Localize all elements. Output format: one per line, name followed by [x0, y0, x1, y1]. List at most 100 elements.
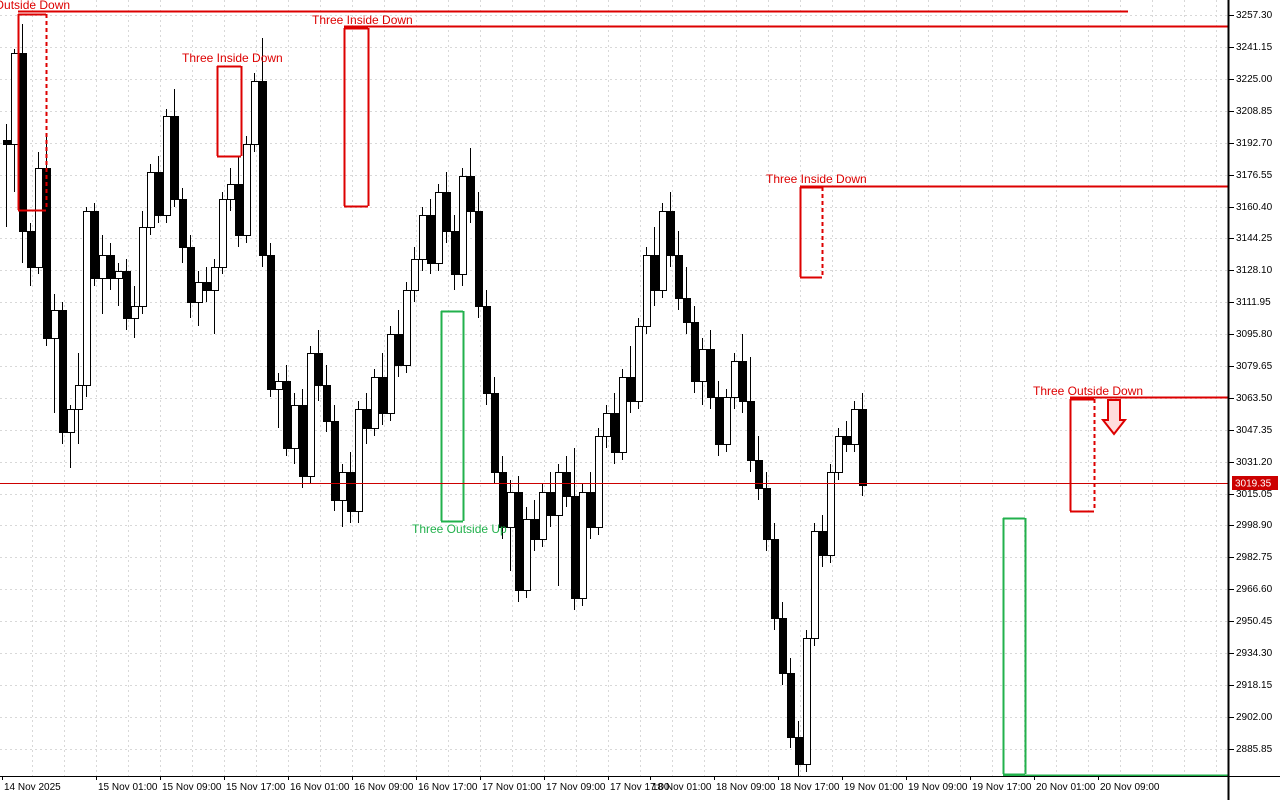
- candle[interactable]: [139, 211, 147, 314]
- candle[interactable]: [723, 389, 731, 452]
- price-axis[interactable]: 3257.30 3241.15 3225.00 3208.85 3192.70 3176.…: [1228, 10, 1273, 755]
- price-tick-label[interactable]: 3128.10: [1236, 265, 1273, 276]
- price-tick-label[interactable]: 3192.70: [1236, 138, 1273, 149]
- price-tick-label[interactable]: 2950.45: [1236, 616, 1273, 627]
- price-tick-label[interactable]: 3257.30: [1236, 10, 1273, 21]
- price-tick-label[interactable]: 2982.75: [1236, 552, 1273, 563]
- candle[interactable]: [187, 235, 195, 318]
- candle[interactable]: [75, 353, 83, 444]
- candle[interactable]: [131, 286, 139, 338]
- candle[interactable]: [467, 148, 475, 223]
- candle[interactable]: [715, 381, 723, 456]
- candle[interactable]: [315, 330, 323, 401]
- candle[interactable]: [491, 377, 499, 484]
- candle[interactable]: [755, 436, 763, 500]
- candle[interactable]: [507, 480, 515, 571]
- price-tick-label[interactable]: 2966.60: [1236, 584, 1273, 595]
- candle[interactable]: [483, 290, 491, 405]
- price-tick-label[interactable]: 3047.35: [1236, 425, 1273, 436]
- candle[interactable]: [531, 500, 539, 551]
- candle[interactable]: [595, 428, 603, 535]
- price-tick-label[interactable]: 3241.15: [1236, 42, 1273, 53]
- time-tick-label[interactable]: 15 Nov 01:00: [98, 782, 158, 793]
- candle[interactable]: [219, 192, 227, 274]
- candle[interactable]: [155, 156, 163, 223]
- candle[interactable]: [635, 318, 643, 409]
- candle[interactable]: [35, 152, 43, 274]
- candle[interactable]: [795, 721, 803, 776]
- candle[interactable]: [515, 476, 523, 602]
- candle[interactable]: [267, 243, 275, 397]
- candle[interactable]: [243, 136, 251, 243]
- candle[interactable]: [771, 523, 779, 630]
- candle[interactable]: [251, 73, 259, 152]
- pattern-annotation[interactable]: Three Inside Down: [766, 172, 1228, 279]
- candle[interactable]: [859, 393, 867, 496]
- candle[interactable]: [307, 346, 315, 484]
- candle[interactable]: [451, 215, 459, 290]
- candle[interactable]: [827, 464, 835, 563]
- candle[interactable]: [443, 172, 451, 243]
- time-tick-label[interactable]: 20 Nov 01:00: [1036, 782, 1096, 793]
- candle[interactable]: [667, 192, 675, 267]
- candle[interactable]: [91, 203, 99, 286]
- candle[interactable]: [579, 484, 587, 606]
- candle[interactable]: [427, 199, 435, 274]
- time-tick-label[interactable]: 19 Nov 17:00: [972, 782, 1032, 793]
- time-tick-label[interactable]: 17 Nov 09:00: [546, 782, 606, 793]
- candle[interactable]: [195, 271, 203, 326]
- candle[interactable]: [435, 184, 443, 271]
- candle[interactable]: [339, 464, 347, 527]
- candle[interactable]: [379, 353, 387, 425]
- candle[interactable]: [523, 507, 531, 598]
- price-tick-label[interactable]: 2902.00: [1236, 712, 1273, 723]
- candle[interactable]: [387, 326, 395, 421]
- candle[interactable]: [619, 369, 627, 460]
- candle[interactable]: [547, 472, 555, 527]
- candle[interactable]: [499, 456, 507, 539]
- candle[interactable]: [851, 401, 859, 452]
- candle[interactable]: [659, 203, 667, 298]
- candle[interactable]: [323, 365, 331, 432]
- candle[interactable]: [707, 330, 715, 409]
- price-tick-label[interactable]: 3063.50: [1236, 393, 1273, 404]
- price-tick-label[interactable]: 2918.15: [1236, 680, 1273, 691]
- candle[interactable]: [459, 168, 467, 286]
- pattern-annotation[interactable]: Three Outside Down: [0, 0, 1128, 212]
- candle[interactable]: [67, 405, 75, 468]
- candle[interactable]: [691, 306, 699, 393]
- price-tick-label[interactable]: 3144.25: [1236, 233, 1273, 244]
- price-tick-label[interactable]: 3095.80: [1236, 329, 1273, 340]
- price-tick-label[interactable]: 2934.30: [1236, 648, 1273, 659]
- candle[interactable]: [107, 243, 115, 290]
- candle[interactable]: [275, 373, 283, 428]
- candle[interactable]: [651, 227, 659, 306]
- candle[interactable]: [603, 405, 611, 448]
- candle[interactable]: [819, 515, 827, 567]
- time-tick-label[interactable]: 19 Nov 01:00: [844, 782, 904, 793]
- candle[interactable]: [115, 263, 123, 306]
- candle[interactable]: [355, 401, 363, 523]
- time-tick-label[interactable]: 20 Nov 09:00: [1100, 782, 1160, 793]
- candle[interactable]: [731, 353, 739, 409]
- time-tick-label[interactable]: 16 Nov 09:00: [354, 782, 414, 793]
- candle[interactable]: [123, 259, 131, 330]
- candle[interactable]: [363, 393, 371, 444]
- candle[interactable]: [59, 302, 67, 444]
- pattern-annotation[interactable]: [1002, 517, 1228, 777]
- candle[interactable]: [643, 247, 651, 334]
- candle[interactable]: [51, 294, 59, 413]
- candle[interactable]: [787, 658, 795, 748]
- candle[interactable]: [747, 357, 755, 472]
- price-tick-label[interactable]: 3015.05: [1236, 489, 1273, 500]
- price-tick-label[interactable]: 3208.85: [1236, 106, 1273, 117]
- candle[interactable]: [683, 267, 691, 334]
- candle[interactable]: [147, 164, 155, 235]
- time-tick-label[interactable]: 18 Nov 01:00: [652, 782, 712, 793]
- candle[interactable]: [675, 231, 683, 310]
- candle[interactable]: [163, 109, 171, 223]
- candle[interactable]: [331, 405, 339, 511]
- candle[interactable]: [3, 124, 11, 227]
